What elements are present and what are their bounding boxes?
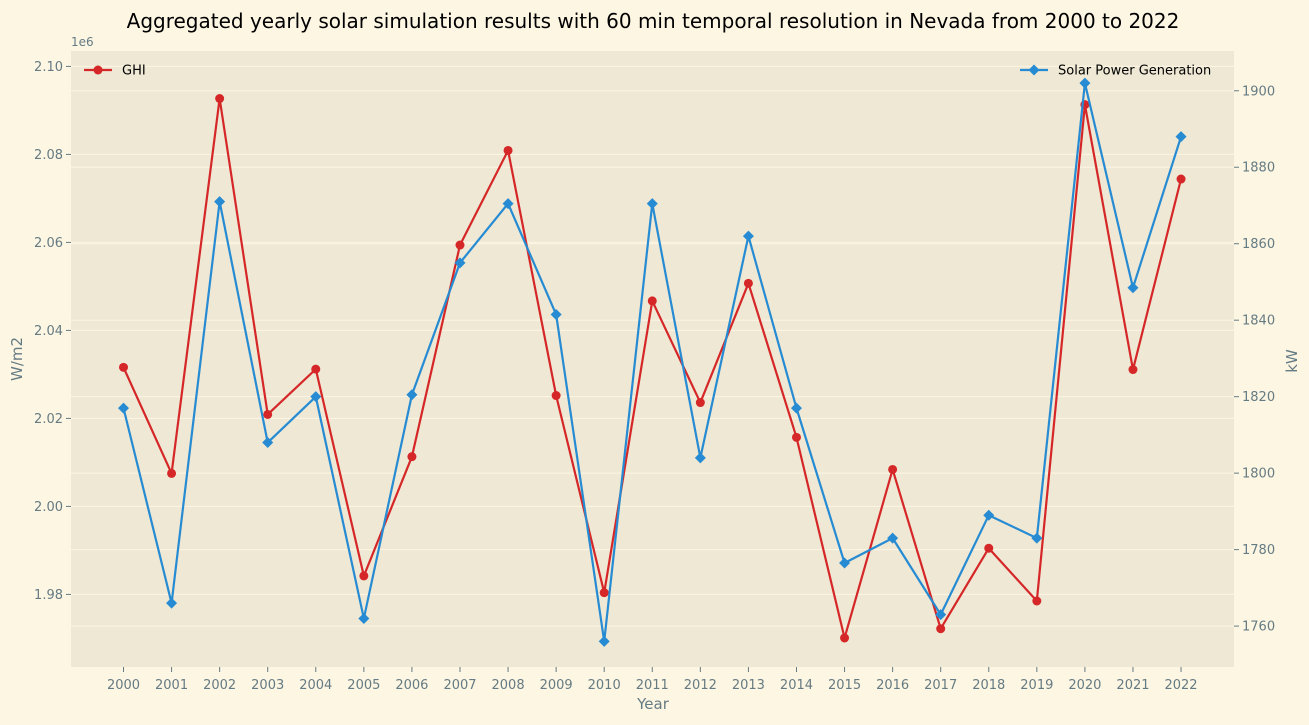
grid-lines — [71, 65, 1234, 627]
data-point-ghi — [551, 391, 561, 401]
series-layer — [118, 77, 1187, 647]
y-left-tick-label: 2.02 — [34, 412, 63, 427]
data-point-ghi — [215, 94, 225, 104]
legend-label-ghi: GHI — [122, 64, 146, 79]
y-right-tick-label: 1900 — [1242, 84, 1275, 99]
x-tick-label: 2006 — [395, 678, 428, 693]
data-point-solar-power — [742, 230, 754, 242]
y-right-tick-label: 1860 — [1242, 237, 1275, 252]
data-point-solar-power — [935, 609, 947, 621]
x-tick-label: 2011 — [636, 678, 669, 693]
x-tick-label: 2001 — [155, 678, 188, 693]
y-left-tick-label: 2.10 — [34, 60, 63, 75]
data-point-solar-power — [262, 437, 274, 449]
y-axis-left-offset-label: 1e6 — [71, 35, 94, 49]
data-point-ghi — [359, 571, 369, 581]
data-point-solar-power — [454, 257, 466, 269]
data-point-ghi — [936, 624, 946, 634]
x-tick-label: 2008 — [492, 678, 525, 693]
data-point-solar-power — [887, 532, 899, 544]
x-tick-label: 2004 — [299, 678, 332, 693]
y-left-tick-label: 1.98 — [34, 588, 63, 603]
data-point-ghi — [407, 452, 417, 462]
data-point-solar-power — [214, 196, 226, 208]
data-point-solar-power — [1079, 77, 1091, 89]
data-point-ghi — [840, 633, 850, 643]
y-left-tick-label: 2.00 — [34, 500, 63, 515]
data-point-ghi — [1128, 365, 1138, 375]
data-point-ghi — [791, 432, 801, 442]
x-tick-label: 2010 — [588, 678, 621, 693]
chart-title: Aggregated yearly solar simulation resul… — [127, 9, 1180, 33]
data-point-solar-power — [983, 509, 995, 521]
legend-marker-solar-power — [1028, 64, 1040, 76]
data-point-solar-power — [646, 198, 658, 210]
data-point-ghi — [599, 588, 609, 598]
data-point-solar-power — [358, 612, 370, 624]
y-axis-left: 1.98 2.00 2.02 2.04 2.06 2.08 2.10 — [34, 60, 71, 603]
y-right-tick-label: 1880 — [1242, 161, 1275, 176]
legends: GHI Solar Power Generation — [84, 64, 1211, 79]
x-tick-label: 2000 — [107, 678, 140, 693]
y-axis-right: 1760 1780 1800 1820 1840 1860 1880 1900 — [1234, 84, 1275, 635]
data-point-solar-power — [406, 389, 418, 401]
data-point-ghi — [455, 240, 465, 250]
data-point-solar-power — [790, 402, 802, 414]
legend-marker-ghi — [93, 65, 103, 75]
x-tick-label: 2021 — [1116, 678, 1149, 693]
data-point-solar-power — [598, 635, 610, 647]
data-point-solar-power — [839, 557, 851, 569]
x-tick-label: 2020 — [1068, 678, 1101, 693]
x-tick-label: 2003 — [251, 678, 284, 693]
x-axis: 2000 2001 2002 2003 2004 2005 2006 2007 2008 2009… — [107, 667, 1198, 693]
data-point-solar-power — [166, 597, 178, 609]
y-left-tick-label: 2.08 — [34, 148, 63, 163]
y-left-tick-label: 2.04 — [34, 324, 63, 339]
x-tick-label: 2009 — [540, 678, 573, 693]
data-point-ghi — [119, 362, 128, 372]
data-point-ghi — [647, 296, 657, 306]
y-right-tick-label: 1800 — [1242, 467, 1275, 482]
data-point-ghi — [743, 278, 753, 288]
x-tick-label: 2002 — [203, 678, 236, 693]
x-tick-label: 2013 — [732, 678, 765, 693]
y-right-tick-label: 1820 — [1242, 390, 1275, 405]
x-tick-label: 2019 — [1020, 678, 1053, 693]
data-point-solar-power — [118, 402, 129, 414]
y-left-tick-label: 2.06 — [34, 236, 63, 251]
data-point-ghi — [503, 145, 513, 155]
data-point-ghi — [1032, 596, 1042, 606]
data-point-solar-power — [310, 391, 322, 403]
data-point-solar-power — [1175, 131, 1187, 143]
x-tick-label: 2005 — [347, 678, 380, 693]
data-point-solar-power — [1127, 282, 1139, 294]
data-point-solar-power — [502, 198, 514, 210]
data-point-ghi — [263, 409, 273, 419]
data-point-solar-power — [694, 452, 706, 464]
y-right-tick-label: 1780 — [1242, 543, 1275, 558]
data-point-ghi — [1176, 174, 1186, 184]
data-point-ghi — [695, 398, 705, 408]
data-point-ghi — [888, 464, 898, 474]
x-tick-label: 2017 — [924, 678, 957, 693]
x-axis-label: Year — [636, 695, 670, 713]
data-point-solar-power — [550, 308, 562, 320]
x-tick-label: 2007 — [443, 678, 476, 693]
x-tick-label: 2012 — [684, 678, 717, 693]
x-tick-label: 2016 — [876, 678, 909, 693]
data-point-ghi — [311, 364, 321, 374]
x-tick-label: 2018 — [972, 678, 1005, 693]
y-right-tick-label: 1760 — [1242, 620, 1275, 635]
y-axis-right-label: kW — [1283, 349, 1301, 373]
data-point-solar-power — [1031, 532, 1043, 544]
data-point-ghi — [167, 468, 177, 478]
x-tick-label: 2022 — [1164, 678, 1197, 693]
data-point-ghi — [984, 543, 994, 553]
x-tick-label: 2015 — [828, 678, 861, 693]
y-axis-left-label: W/m2 — [8, 337, 26, 381]
legend-label-solar-power: Solar Power Generation — [1058, 64, 1211, 79]
y-right-tick-label: 1840 — [1242, 314, 1275, 329]
x-tick-label: 2014 — [780, 678, 813, 693]
